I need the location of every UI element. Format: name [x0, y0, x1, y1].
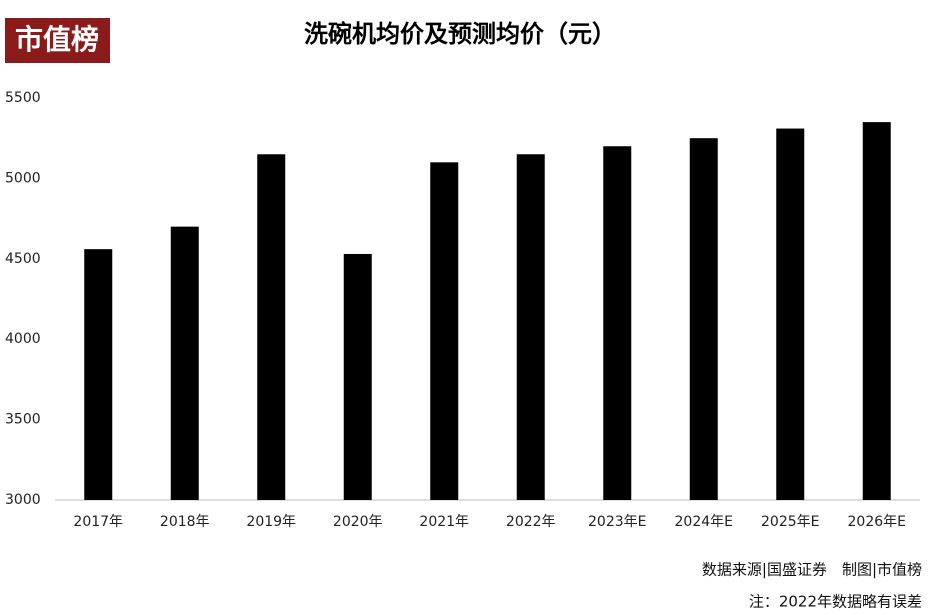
logo: 市值榜	[15, 23, 99, 56]
x-tick-label: 2020年	[333, 514, 383, 530]
y-tick-label: 5000	[5, 170, 41, 186]
logo-box	[5, 18, 110, 63]
source: 数据来源|国盛证券 制图|市值榜	[702, 561, 922, 579]
y-tick-label: 3000	[5, 492, 41, 508]
bar	[776, 128, 805, 500]
bar	[516, 154, 545, 500]
x-tick-label: 2026年E	[848, 514, 906, 530]
bar	[257, 154, 286, 500]
x-tick-label: 2024年E	[675, 514, 733, 530]
y-tick-label: 4000	[5, 331, 41, 347]
bar	[170, 226, 199, 500]
x-tick-label: 2019年	[246, 514, 296, 530]
y-tick-label: 3500	[5, 412, 41, 428]
bar	[343, 253, 372, 500]
chart-title: 洗碗机均价及预测均价（元）	[304, 20, 616, 48]
bar	[862, 122, 891, 501]
bar	[430, 162, 459, 500]
x-tick-label: 2025年E	[761, 514, 819, 530]
y-tick-label: 4500	[5, 251, 41, 267]
bar	[689, 138, 718, 500]
x-tick-label: 2023年E	[588, 514, 646, 530]
x-tick-label: 2021年	[419, 514, 469, 530]
x-tick-label: 2022年	[506, 514, 556, 530]
y-tick-label: 5500	[5, 90, 41, 106]
note: 注：2022年数据略有误差	[749, 593, 922, 611]
bar	[603, 146, 632, 501]
x-tick-label: 2017年	[73, 514, 123, 530]
bar	[84, 249, 113, 500]
x-tick-label: 2018年	[160, 514, 210, 530]
